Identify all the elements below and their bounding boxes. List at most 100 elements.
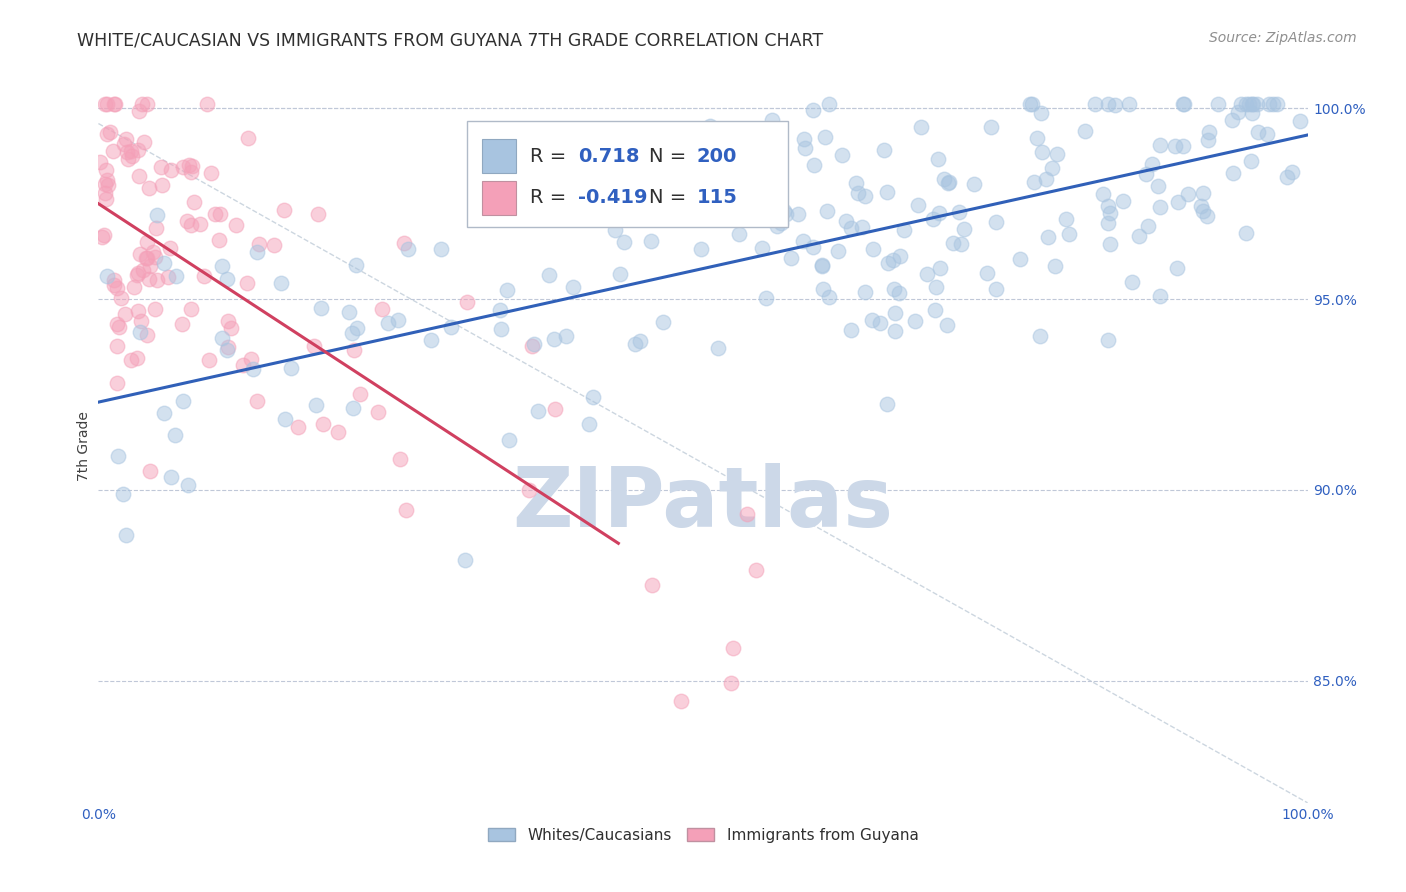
Point <box>153 256 176 270</box>
Point <box>735 508 758 522</box>
Point <box>720 675 742 690</box>
Point <box>1097 333 1119 347</box>
FancyBboxPatch shape <box>467 121 787 227</box>
Point <box>217 343 239 358</box>
Point <box>96 127 118 141</box>
Point <box>1021 97 1043 112</box>
Point <box>1281 165 1303 179</box>
Point <box>877 256 900 270</box>
Point <box>745 563 768 577</box>
Point <box>1111 194 1133 208</box>
Point <box>827 244 849 259</box>
Point <box>344 258 367 272</box>
Point <box>1166 261 1188 276</box>
Text: N =: N = <box>648 147 692 166</box>
Point <box>242 361 264 376</box>
Point <box>1074 123 1097 137</box>
Point <box>419 333 441 347</box>
Point <box>305 398 328 412</box>
Point <box>208 233 231 247</box>
Point <box>96 173 118 187</box>
Point <box>232 358 254 372</box>
Point <box>1040 161 1063 175</box>
Point <box>309 301 332 316</box>
Point <box>112 137 135 152</box>
Point <box>883 282 905 296</box>
Point <box>889 249 911 263</box>
Point <box>367 405 389 419</box>
Point <box>839 323 862 337</box>
Point <box>89 155 111 169</box>
Text: Source: ZipAtlas.com: Source: ZipAtlas.com <box>1209 31 1357 45</box>
Point <box>172 394 194 409</box>
Point <box>496 283 519 297</box>
Point <box>211 331 233 345</box>
Point <box>179 158 201 172</box>
Point <box>97 178 120 193</box>
Point <box>1091 186 1114 201</box>
Point <box>180 302 202 317</box>
Point <box>346 320 368 334</box>
Point <box>120 144 142 158</box>
Point <box>1098 237 1121 252</box>
Point <box>150 178 173 193</box>
Point <box>263 238 285 252</box>
Point <box>1018 97 1040 112</box>
Point <box>145 220 167 235</box>
Point <box>270 276 292 290</box>
Point <box>1147 178 1170 193</box>
Point <box>910 120 932 135</box>
Text: 200: 200 <box>697 147 737 166</box>
Point <box>817 290 839 304</box>
Point <box>1288 114 1310 128</box>
Point <box>287 420 309 434</box>
Point <box>1149 289 1171 303</box>
Point <box>1026 131 1049 145</box>
Point <box>1135 167 1157 181</box>
Point <box>751 241 773 255</box>
Point <box>582 390 605 404</box>
Point <box>100 124 122 138</box>
Point <box>172 161 194 175</box>
Y-axis label: 7th Grade: 7th Grade <box>77 411 91 481</box>
Point <box>122 280 145 294</box>
Point <box>640 234 662 248</box>
Point <box>176 214 198 228</box>
Point <box>612 235 634 249</box>
Point <box>142 244 165 259</box>
Point <box>93 227 115 242</box>
Point <box>793 132 815 146</box>
Point <box>984 215 1007 229</box>
Point <box>139 464 162 478</box>
Point <box>387 313 409 327</box>
Point <box>247 236 270 251</box>
Point <box>159 470 181 484</box>
Point <box>517 483 540 497</box>
Point <box>150 161 173 175</box>
Point <box>862 243 884 257</box>
Point <box>561 280 583 294</box>
Point <box>1099 206 1122 220</box>
Point <box>132 263 155 277</box>
Point <box>180 218 202 232</box>
Point <box>96 162 118 177</box>
Point <box>342 401 364 415</box>
Point <box>869 316 891 330</box>
Point <box>984 282 1007 296</box>
Point <box>851 220 873 235</box>
Point <box>307 207 329 221</box>
Point <box>159 242 181 256</box>
Point <box>780 251 803 265</box>
Point <box>204 207 226 221</box>
Point <box>523 337 546 351</box>
Point <box>1035 172 1057 186</box>
Point <box>103 97 125 112</box>
Point <box>143 251 166 265</box>
Point <box>440 320 463 334</box>
Point <box>690 243 713 257</box>
Point <box>101 144 124 158</box>
Point <box>925 280 948 294</box>
Point <box>1246 125 1268 139</box>
Point <box>1226 105 1249 120</box>
Point <box>94 97 117 112</box>
